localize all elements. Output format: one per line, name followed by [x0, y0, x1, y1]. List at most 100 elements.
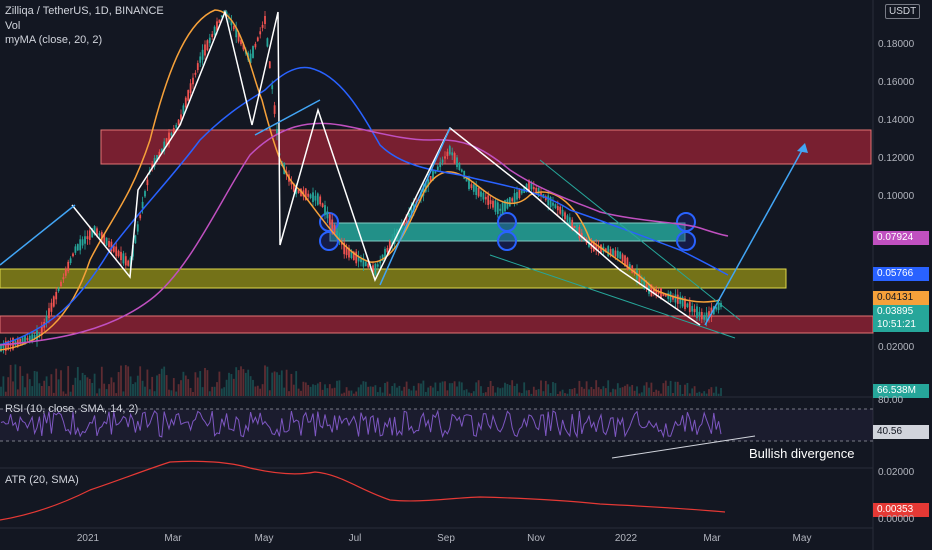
zone-handle[interactable]	[497, 231, 517, 251]
candle-body	[136, 224, 139, 232]
ma-orange-line[interactable]	[0, 9, 721, 351]
candle-body	[391, 239, 394, 246]
zone-handle[interactable]	[676, 212, 696, 232]
volume-bar	[151, 376, 154, 396]
rsi-line[interactable]	[0, 409, 722, 439]
zone-handle[interactable]	[676, 231, 696, 251]
volume-bar	[403, 386, 406, 396]
candle-body	[465, 176, 468, 182]
zone-handle[interactable]	[497, 212, 517, 232]
candle-body	[580, 232, 583, 238]
volume-bar	[573, 387, 576, 396]
candle-body	[715, 307, 718, 310]
volume-bar	[448, 383, 451, 396]
candle-body	[672, 295, 674, 300]
candle-body	[91, 228, 94, 238]
divergence-line[interactable]	[611, 435, 756, 459]
volume-bar	[307, 385, 310, 396]
candle-body	[151, 164, 154, 169]
candle-body	[28, 335, 31, 341]
volume-bar	[609, 392, 612, 396]
support-zone-red[interactable]	[0, 315, 874, 334]
atr-line[interactable]	[0, 460, 726, 521]
volume-bar	[679, 384, 682, 396]
volume-bar	[384, 382, 386, 396]
candle-body	[619, 251, 622, 259]
candle-body	[374, 263, 377, 276]
volume-bar	[393, 383, 396, 396]
candle-body	[648, 283, 650, 294]
channel-line[interactable]	[489, 254, 736, 339]
wave-path[interactable]	[71, 9, 701, 326]
projection-arrow[interactable]	[704, 144, 806, 326]
volume-bar	[664, 380, 667, 396]
volume-bar	[64, 393, 67, 396]
volume-bar	[688, 393, 691, 396]
candle-body	[249, 53, 252, 64]
volume-bar	[660, 393, 662, 396]
resistance-zone[interactable]	[100, 129, 872, 165]
ma-blue-line[interactable]	[0, 66, 729, 346]
candle-body	[412, 203, 415, 211]
trend-arrow[interactable]	[0, 204, 76, 266]
candle-body	[194, 72, 197, 75]
time-tick: 2022	[614, 533, 638, 544]
volume-bar	[616, 383, 619, 396]
atr-tick: 0.00000	[878, 514, 915, 525]
candle-body	[381, 254, 384, 261]
ma-pink-line[interactable]	[0, 122, 729, 346]
volume-bar	[333, 387, 336, 396]
volume-bar	[684, 384, 686, 396]
candle-body	[475, 185, 478, 195]
candle-body	[520, 190, 523, 194]
time-tick: 2021	[76, 533, 100, 544]
volume-bar	[621, 387, 624, 396]
volume-bar	[429, 385, 432, 396]
candle-body	[470, 184, 473, 189]
channel-line[interactable]	[539, 159, 741, 321]
volume-bar	[487, 387, 490, 396]
volume-bar	[662, 383, 665, 396]
volume-bar	[631, 384, 634, 396]
support-zone-yellow[interactable]	[0, 268, 787, 289]
volume-bar	[372, 386, 374, 396]
volume-bar	[628, 386, 631, 396]
volume-bar	[132, 383, 134, 396]
volume-bar	[184, 375, 187, 396]
trend-arrow[interactable]	[379, 127, 451, 286]
currency-badge[interactable]: USDT	[885, 4, 921, 19]
volume-bar	[16, 389, 19, 396]
volume-bar	[33, 371, 36, 396]
candle-body	[657, 291, 660, 294]
volume-bar	[600, 389, 602, 396]
zone-handles[interactable]	[319, 212, 696, 251]
volume-bar	[328, 384, 331, 396]
volume-bar	[381, 392, 384, 396]
candle-body	[163, 141, 166, 152]
candle-body	[458, 162, 461, 170]
volume-bar	[468, 392, 470, 396]
price-tick: 0.02000	[878, 342, 915, 353]
volume-bar	[650, 382, 653, 396]
candle-body	[117, 250, 120, 257]
zone-handle[interactable]	[319, 231, 339, 251]
volume-bar	[295, 371, 298, 396]
candle-body	[331, 219, 334, 230]
volume-bar	[153, 391, 156, 396]
candle-body	[160, 148, 163, 153]
candle-body	[360, 259, 362, 263]
volume-bar	[352, 393, 355, 396]
volume-bar	[60, 370, 62, 396]
volume-bar	[388, 393, 391, 396]
candle-body	[112, 245, 115, 252]
rsi-tick: 80.00	[878, 395, 904, 406]
candle-body	[453, 153, 456, 164]
price-tick: 0.16000	[878, 77, 915, 88]
candle-body	[688, 301, 691, 313]
trend-arrow[interactable]	[254, 99, 321, 136]
volume-bar	[676, 381, 679, 396]
candle-body	[532, 186, 535, 190]
candle-body	[376, 264, 379, 267]
